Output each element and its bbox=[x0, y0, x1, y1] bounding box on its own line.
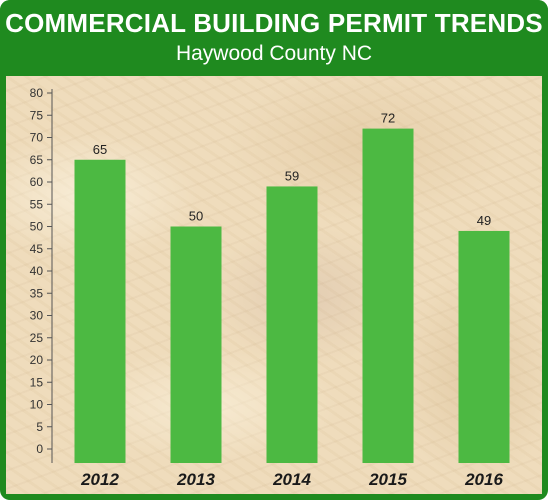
y-tick-label: 50 bbox=[30, 220, 44, 234]
bar bbox=[458, 230, 510, 463]
bar-value-label: 50 bbox=[189, 209, 203, 224]
y-tick-label: 15 bbox=[30, 375, 44, 389]
y-tick-label: 5 bbox=[36, 420, 43, 434]
x-category-label: 2012 bbox=[80, 470, 119, 489]
bar-value-label: 72 bbox=[381, 111, 395, 126]
x-category-label: 2014 bbox=[272, 470, 311, 489]
y-tick-label: 35 bbox=[30, 286, 44, 300]
x-category-label: 2016 bbox=[464, 470, 503, 489]
bar-value-label: 59 bbox=[285, 168, 299, 183]
y-tick-label: 10 bbox=[30, 398, 44, 412]
chart-header: COMMERCIAL BUILDING PERMIT TRENDS Haywoo… bbox=[0, 0, 548, 76]
chart-subtitle: Haywood County NC bbox=[175, 42, 373, 65]
chart-title: COMMERCIAL BUILDING PERMIT TRENDS bbox=[5, 8, 543, 38]
y-tick-label: 30 bbox=[30, 309, 44, 323]
bar-value-label: 65 bbox=[93, 142, 107, 157]
x-category-label: 2015 bbox=[368, 470, 407, 489]
bar bbox=[74, 159, 126, 463]
y-tick-label: 80 bbox=[30, 86, 44, 100]
bar bbox=[170, 226, 222, 463]
y-tick-label: 60 bbox=[30, 175, 44, 189]
y-tick-label: 55 bbox=[30, 197, 44, 211]
y-tick-label: 70 bbox=[30, 131, 44, 145]
bar bbox=[266, 186, 318, 463]
y-tick-label: 25 bbox=[30, 331, 44, 345]
x-category-label: 2013 bbox=[176, 470, 215, 489]
y-tick-label: 20 bbox=[30, 353, 44, 367]
y-tick-label: 45 bbox=[30, 242, 44, 256]
y-tick-label: 40 bbox=[30, 264, 44, 278]
y-tick-label: 75 bbox=[30, 108, 44, 122]
bar bbox=[362, 128, 414, 463]
bar-value-label: 49 bbox=[477, 213, 491, 228]
y-tick-label: 0 bbox=[36, 442, 43, 456]
y-tick-label: 65 bbox=[30, 153, 44, 167]
